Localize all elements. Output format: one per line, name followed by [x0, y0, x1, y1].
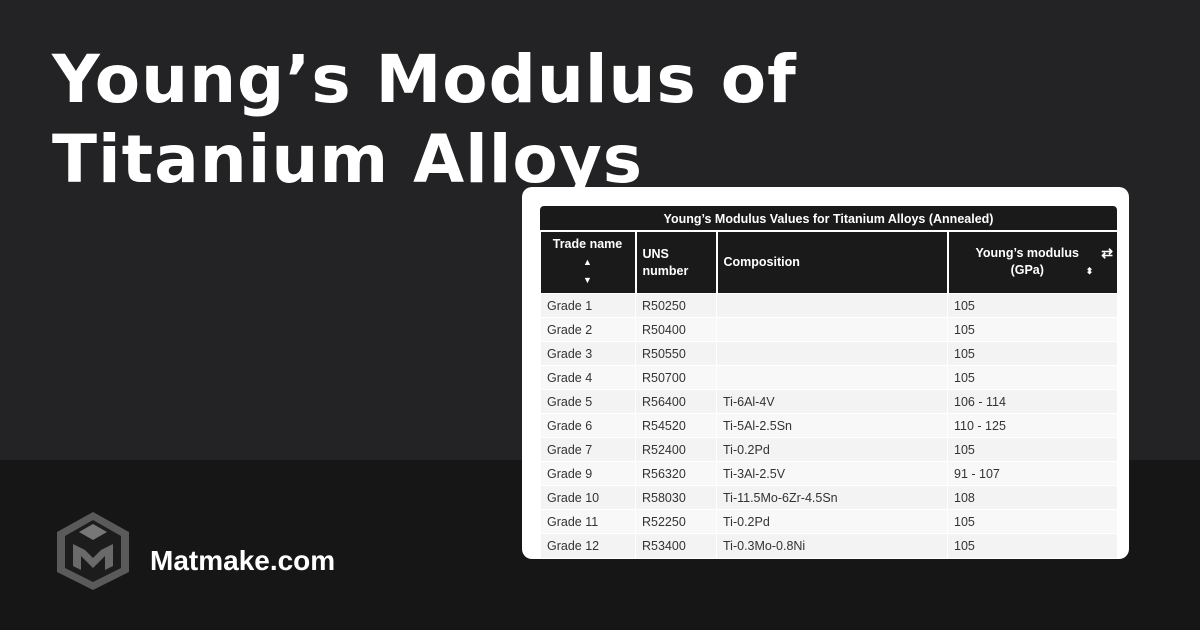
table-cell: Grade 11	[540, 509, 636, 534]
table-cell: R50700	[635, 365, 717, 390]
table-cell: 105	[947, 293, 1117, 318]
table-cell: R50400	[635, 317, 717, 342]
table-cell: Ti-5Al-2.5Sn	[716, 413, 948, 438]
page-title: Young’s Modulus of Titanium Alloys	[52, 41, 797, 198]
table-cell: Ti-3Al-2.5V	[716, 461, 948, 486]
table-row: Grade 9 R56320 Ti-3Al-2.5V 91 - 107	[540, 461, 1117, 486]
header-composition: Composition	[715, 232, 948, 294]
brand-name: Matmake.com	[150, 545, 336, 576]
table-row: Grade 11 R52250 Ti-0.2Pd 105	[540, 509, 1117, 534]
table-cell: 105	[947, 365, 1117, 390]
table-cell: R56400	[635, 389, 717, 414]
table-cell: 105	[947, 509, 1117, 534]
table-cell: 105	[947, 317, 1117, 342]
table-cell: Grade 2	[540, 317, 636, 342]
table-caption: Young’s Modulus Values for Titanium Allo…	[540, 206, 1117, 232]
table-cell: 106 - 114	[947, 389, 1117, 414]
table-cell: Grade 1	[540, 293, 636, 318]
matmake-logo-icon	[57, 512, 129, 590]
table-cell: R54520	[635, 413, 717, 438]
table-cell	[716, 317, 948, 342]
table-cell: R56320	[635, 461, 717, 486]
header-youngs-modulus[interactable]: Young’s modulus (GPa) ⬍ ⇄	[946, 232, 1117, 294]
table-cell: Grade 7	[540, 437, 636, 462]
table-cell: 105	[947, 437, 1117, 462]
table-row: Grade 2 R50400 105	[540, 317, 1117, 342]
table-cell	[716, 365, 948, 390]
table-cell: Grade 9	[540, 461, 636, 486]
table-row: Grade 12 R53400 Ti-0.3Mo-0.8Ni 105	[540, 533, 1117, 558]
table-cell: Grade 4	[540, 365, 636, 390]
table-row: Grade 4 R50700 105	[540, 365, 1117, 390]
header-trade-name[interactable]: Trade name ▲ ▼	[540, 232, 636, 294]
table-cell: R53400	[635, 533, 717, 558]
table-card: Young’s Modulus Values for Titanium Allo…	[522, 187, 1129, 559]
table-cell: Grade 3	[540, 341, 636, 366]
table-cell: R50250	[635, 293, 717, 318]
table-cell: 110 - 125	[947, 413, 1117, 438]
table-cell: Grade 6	[540, 413, 636, 438]
table-cell: Ti-0.2Pd	[716, 437, 948, 462]
table-cell: Ti-11.5Mo-6Zr-4.5Sn	[716, 485, 948, 510]
table-cell: R58030	[635, 485, 717, 510]
table-cell: Grade 5	[540, 389, 636, 414]
table-cell: R52400	[635, 437, 717, 462]
table-cell: Ti-6Al-4V	[716, 389, 948, 414]
swap-arrows-icon[interactable]: ⇄	[1101, 245, 1113, 261]
table-cell	[716, 341, 948, 366]
table-row: Grade 3 R50550 105	[540, 341, 1117, 366]
table-row: Grade 6 R54520 Ti-5Al-2.5Sn 110 - 125	[540, 413, 1117, 438]
sort-icon[interactable]: ▲ ▼	[583, 257, 592, 285]
table-row: Grade 10 R58030 Ti-11.5Mo-6Zr-4.5Sn 108	[540, 485, 1117, 510]
table-row: Grade 7 R52400 Ti-0.2Pd 105	[540, 437, 1117, 462]
table-cell: 105	[947, 533, 1117, 558]
modulus-table: Young’s Modulus Values for Titanium Allo…	[540, 206, 1117, 558]
sort-icon[interactable]: ⬍	[1085, 266, 1094, 276]
table-cell: R50550	[635, 341, 717, 366]
table-cell	[716, 293, 948, 318]
table-row: Grade 5 R56400 Ti-6Al-4V 106 - 114	[540, 389, 1117, 414]
table-cell: 108	[947, 485, 1117, 510]
table-cell: Ti-0.2Pd	[716, 509, 948, 534]
table-cell: Ti-0.3Mo-0.8Ni	[716, 533, 948, 558]
table-cell: R52250	[635, 509, 717, 534]
table-cell: 105	[947, 341, 1117, 366]
table-cell: Grade 10	[540, 485, 636, 510]
table-row: Grade 1 R50250 105	[540, 293, 1117, 318]
table-cell: 91 - 107	[947, 461, 1117, 486]
table-cell: Grade 12	[540, 533, 636, 558]
header-uns-number: UNS number	[634, 232, 717, 294]
